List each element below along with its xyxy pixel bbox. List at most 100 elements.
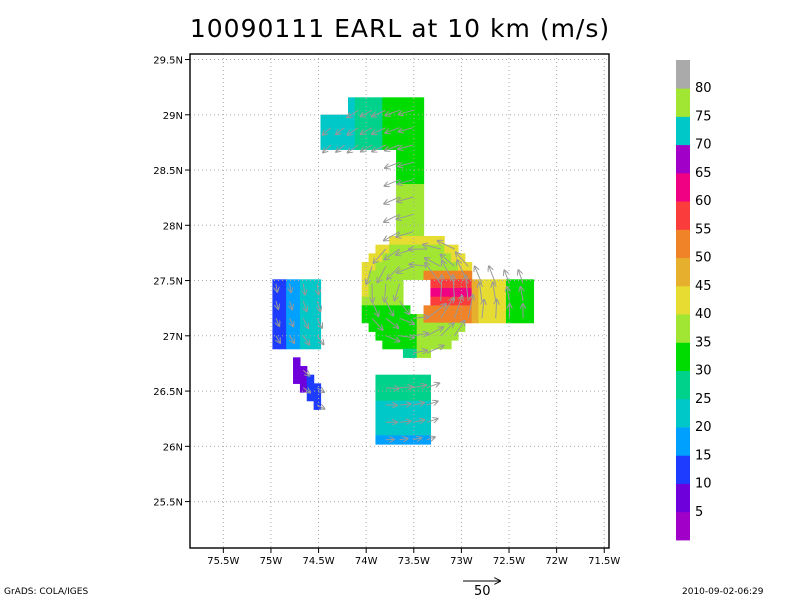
- wind-speed-cell: [505, 279, 514, 289]
- wind-speed-cell: [279, 322, 287, 332]
- wind-speed-cell: [306, 374, 315, 384]
- wind-vector: [323, 144, 332, 153]
- x-tick-label: 75.5W: [207, 556, 239, 567]
- wind-speed-cell: [286, 305, 294, 315]
- wind-vector: [425, 258, 441, 267]
- colorbar-label: 40: [695, 307, 712, 322]
- wind-vector: [521, 287, 524, 302]
- wind-speed-cell: [402, 418, 411, 428]
- wind-speed-cell: [396, 192, 404, 202]
- wind-speed-cell: [512, 279, 521, 289]
- wind-vector: [348, 144, 359, 153]
- wind-speed-cell: [293, 331, 301, 341]
- wind-speed-cell: [423, 409, 432, 419]
- wind-speed-cell: [416, 262, 425, 272]
- colorbar-label: 25: [695, 392, 712, 407]
- x-tick-label: 72W: [545, 556, 568, 567]
- wind-speed-cell: [416, 97, 425, 107]
- wind-speed-cell: [293, 305, 301, 315]
- wind-speed-cell: [409, 392, 418, 402]
- wind-speed-cell: [409, 322, 418, 332]
- wind-speed-cell: [485, 305, 493, 315]
- wind-speed-cell: [375, 296, 383, 306]
- wind-speed-cell: [389, 244, 397, 254]
- y-tick-label: 25.5N: [153, 498, 183, 509]
- x-tick-label: 74.5W: [302, 556, 334, 567]
- wind-speed-cell: [375, 140, 383, 150]
- wind-speed-cell: [396, 426, 404, 436]
- wind-speed-cell: [382, 288, 390, 298]
- wind-speed-cell: [389, 236, 397, 246]
- wind-vector: [302, 335, 309, 345]
- wind-vector: [398, 179, 414, 184]
- wind-speed-cell: [375, 132, 383, 142]
- wind-speed-cell: [437, 296, 445, 306]
- wind-speed-cell: [526, 288, 535, 298]
- wind-speed-cell: [382, 140, 390, 150]
- wind-speed-cell: [375, 426, 383, 436]
- wind-speed-cell: [409, 253, 418, 263]
- wind-vector: [423, 245, 441, 250]
- wind-speed-cell: [512, 288, 521, 298]
- wind-speed-cell: [423, 236, 432, 246]
- wind-speed-cell: [334, 140, 342, 150]
- wind-speed-cell: [293, 322, 301, 332]
- wind-speed-cell: [402, 149, 411, 159]
- wind-speed-cell: [382, 340, 390, 350]
- colorbar-label: 45: [695, 279, 712, 294]
- wind-speed-cell: [279, 331, 287, 341]
- wind-speed-cell: [279, 314, 287, 324]
- wind-speed-cell: [409, 132, 418, 142]
- wind-speed-cell: [423, 305, 432, 315]
- wind-speed-cell: [396, 409, 404, 419]
- wind-speed-cell: [485, 279, 493, 289]
- wind-speed-cell: [402, 114, 411, 124]
- colorbar-label: 80: [695, 81, 712, 96]
- wind-vector: [398, 144, 414, 149]
- wind-speed-cell: [430, 314, 438, 324]
- wind-speed-cell: [396, 218, 404, 228]
- wind-speed-cell: [368, 97, 377, 107]
- wind-vector: [454, 296, 463, 319]
- colorbar-label: 35: [695, 335, 712, 350]
- wind-vector: [518, 270, 524, 284]
- wind-speed-cell: [416, 218, 425, 228]
- wind-speed-cell: [402, 348, 411, 358]
- wind-speed-cell: [313, 340, 322, 350]
- wind-speed-cell: [389, 340, 397, 350]
- wind-speed-cell: [361, 270, 370, 280]
- wind-speed-cell: [293, 357, 301, 367]
- wind-speed-cell: [327, 132, 335, 142]
- wind-speed-cell: [402, 314, 411, 324]
- wind-vector: [361, 109, 373, 116]
- wind-speed-cell: [526, 279, 535, 289]
- wind-speed-cell: [451, 279, 459, 289]
- wind-speed-cell: [389, 123, 397, 133]
- colorbar-swatch: [676, 483, 690, 513]
- wind-speed-cell: [347, 97, 356, 107]
- wind-speed-cell: [368, 114, 377, 124]
- wind-speed-cell: [437, 244, 445, 254]
- wind-speed-cell: [396, 166, 404, 176]
- wind-vector: [316, 388, 324, 392]
- colorbar-swatch: [676, 511, 690, 541]
- wind-speed-cell: [375, 270, 383, 280]
- wind-speed-cell: [389, 97, 397, 107]
- wind-speed-cell: [444, 262, 452, 272]
- wind-speed-cell: [437, 305, 445, 315]
- wind-speed-cell: [444, 279, 452, 289]
- wind-speed-cell: [368, 322, 377, 332]
- wind-speed-cell: [416, 426, 425, 436]
- wind-speed-cell: [430, 340, 438, 350]
- reference-vector-label: 50: [474, 584, 491, 599]
- colorbar: 5 10 15 20 25 30 35 40 45 50 55 60 65 70 75 80: [676, 60, 712, 541]
- wind-speed-cell: [299, 374, 308, 384]
- chart-title: 10090111 EARL at 10 km (m/s): [189, 14, 611, 43]
- wind-speed-cell: [279, 340, 287, 350]
- wind-speed-cell: [416, 270, 425, 280]
- wind-speed-cell: [416, 383, 425, 393]
- wind-vector: [290, 318, 294, 326]
- wind-speed-cell: [451, 314, 459, 324]
- wind-speed-cell: [464, 305, 473, 315]
- wind-speed-cell: [320, 123, 328, 133]
